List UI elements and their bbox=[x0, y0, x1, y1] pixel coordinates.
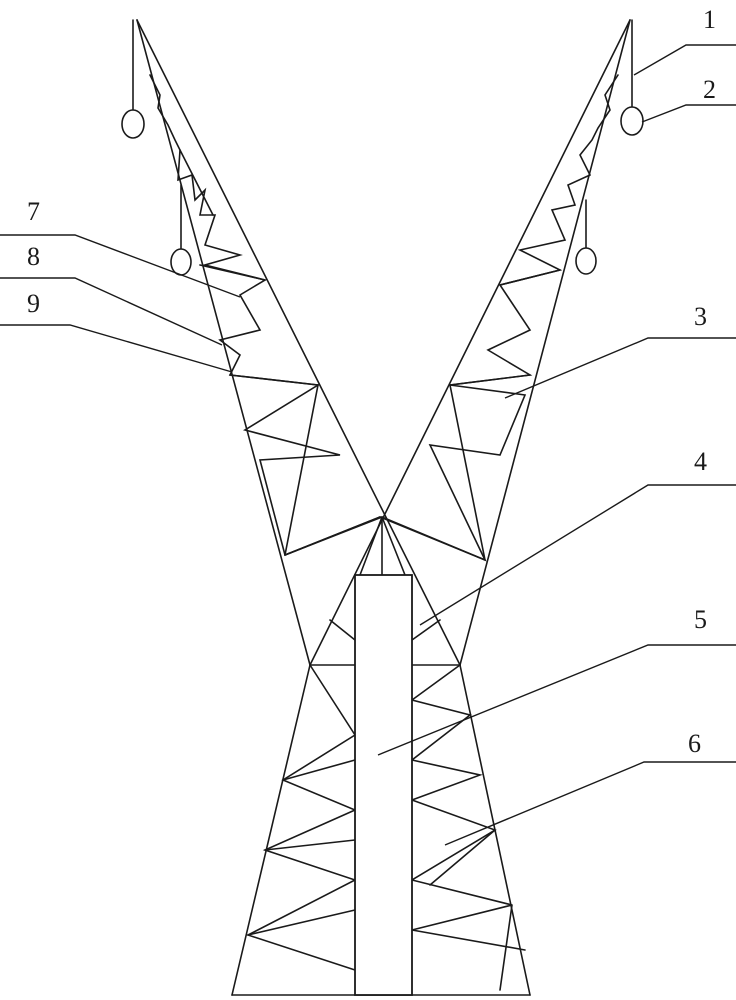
right-arm-strut bbox=[449, 384, 486, 561]
callouts: 1 2 3 4 5 6 7 8 9 bbox=[0, 5, 736, 846]
left-leg-strut bbox=[282, 759, 356, 781]
left-arm-strut bbox=[199, 264, 266, 281]
callout-2-label: 2 bbox=[703, 75, 716, 104]
callout-7-label: 7 bbox=[27, 197, 40, 226]
callout-9-leader bbox=[0, 324, 233, 373]
insulators bbox=[121, 19, 644, 276]
waist-member bbox=[381, 516, 486, 561]
callout-6-leader bbox=[444, 761, 736, 846]
right-arm-bracing bbox=[379, 74, 619, 562]
callout-4-label: 4 bbox=[694, 447, 707, 476]
callout-2-leader bbox=[641, 104, 736, 123]
left-top-insulator-icon bbox=[121, 109, 145, 139]
callout-5-leader bbox=[377, 644, 736, 756]
right-leg-strut bbox=[411, 619, 441, 641]
right-arm-outer-chord bbox=[459, 19, 631, 666]
callout-1-label: 1 bbox=[703, 5, 716, 34]
right-arm bbox=[309, 19, 631, 666]
callout-7-leader bbox=[0, 234, 241, 298]
right-arm-inner-chord bbox=[309, 19, 631, 666]
right-leg-strut bbox=[499, 904, 513, 991]
left-arm-inner-chord bbox=[136, 19, 461, 666]
callout-6-label: 6 bbox=[688, 729, 701, 758]
left-mid-insulator-icon bbox=[170, 248, 192, 276]
left-leg-strut bbox=[329, 619, 356, 641]
callout-1-leader bbox=[633, 44, 736, 76]
waist-member bbox=[284, 516, 383, 556]
left-arm-strut bbox=[179, 149, 214, 216]
lower-legs bbox=[231, 619, 531, 996]
callout-3-leader bbox=[504, 337, 736, 399]
central-column bbox=[354, 574, 413, 996]
left-arm-strut bbox=[229, 374, 319, 386]
right-mid-insulator-icon bbox=[575, 247, 597, 275]
callout-5-label: 5 bbox=[694, 605, 707, 634]
right-arm-strut bbox=[449, 374, 531, 386]
left-leg-strut bbox=[264, 839, 356, 851]
left-arm-bracing bbox=[149, 74, 381, 557]
callout-9-label: 9 bbox=[27, 289, 40, 318]
left-leg-strut bbox=[247, 909, 356, 936]
left-leg bbox=[231, 664, 311, 996]
right-leg-strut bbox=[429, 829, 496, 886]
left-arm bbox=[136, 19, 461, 666]
right-arm-strut bbox=[499, 269, 561, 286]
callout-3-label: 3 bbox=[694, 302, 707, 331]
right-top-insulator-icon bbox=[620, 106, 644, 136]
waist-bracing bbox=[284, 516, 486, 576]
waist-member bbox=[359, 516, 383, 576]
callout-8-leader bbox=[0, 277, 223, 346]
callout-4-leader bbox=[419, 484, 736, 626]
left-leg-bracing bbox=[245, 664, 358, 971]
callout-8-label: 8 bbox=[27, 242, 40, 271]
left-arm-strut bbox=[284, 384, 319, 556]
waist-member bbox=[381, 516, 406, 576]
